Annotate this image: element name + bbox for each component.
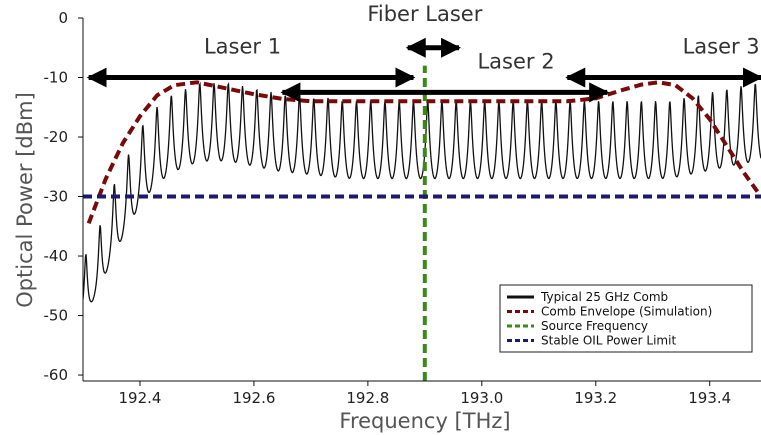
comb-spectrum-line bbox=[83, 81, 761, 303]
legend-entry-label: Typical 25 GHz Comb bbox=[540, 290, 668, 304]
legend-entry-label: Source Frequency bbox=[541, 319, 648, 333]
x-axis-label: Frequency [THz] bbox=[339, 409, 510, 433]
y-tick-label: 0 bbox=[58, 9, 68, 27]
x-tick-label: 193.0 bbox=[460, 389, 503, 407]
y-tick-label: -10 bbox=[44, 69, 69, 87]
legend-box bbox=[499, 284, 753, 353]
y-tick-label: -20 bbox=[44, 128, 69, 146]
y-tick-label: -30 bbox=[44, 188, 69, 206]
annotations: Fiber Laser Laser 1 Laser 2 Laser 3 bbox=[86, 2, 761, 103]
laser-2-label: Laser 2 bbox=[477, 50, 554, 74]
x-tick-label: 192.8 bbox=[346, 389, 389, 407]
laser-1-label: Laser 1 bbox=[204, 35, 281, 59]
legend-entry-label: Stable OIL Power Limit bbox=[541, 334, 676, 348]
y-tick-label: -50 bbox=[44, 307, 69, 325]
x-tick-label: 193.2 bbox=[574, 389, 617, 407]
x-ticks: 192.4 192.6 192.8 193.0 193.2 193.4 bbox=[118, 381, 731, 407]
x-tick-label: 193.4 bbox=[688, 389, 731, 407]
x-tick-label: 192.4 bbox=[118, 389, 161, 407]
y-axis-label: Optical Power [dBm] bbox=[13, 92, 37, 308]
legend-entry-label: Comb Envelope (Simulation) bbox=[541, 305, 712, 319]
plot-area bbox=[83, 65, 761, 381]
y-ticks: 0 -10 -20 -30 -40 -50 -60 bbox=[44, 9, 83, 384]
x-tick-label: 192.6 bbox=[232, 389, 275, 407]
comb-envelope-simulation-line bbox=[86, 80, 761, 225]
y-tick-label: -40 bbox=[44, 247, 69, 265]
fiber-laser-label: Fiber Laser bbox=[367, 2, 482, 26]
y-tick-label: -60 bbox=[44, 366, 69, 384]
laser-3-label: Laser 3 bbox=[683, 35, 760, 59]
